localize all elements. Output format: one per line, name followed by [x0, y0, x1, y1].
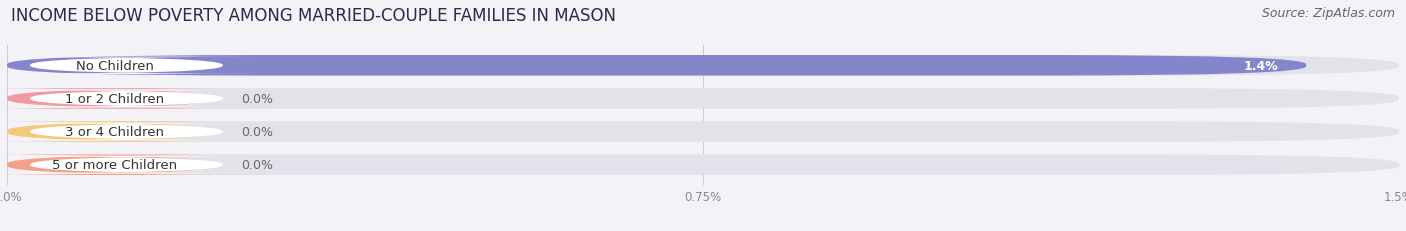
Text: INCOME BELOW POVERTY AMONG MARRIED-COUPLE FAMILIES IN MASON: INCOME BELOW POVERTY AMONG MARRIED-COUPL…: [11, 7, 616, 25]
Text: 0.0%: 0.0%: [242, 158, 273, 171]
FancyBboxPatch shape: [0, 90, 262, 108]
FancyBboxPatch shape: [7, 56, 1306, 76]
Text: 1 or 2 Children: 1 or 2 Children: [65, 93, 165, 106]
FancyBboxPatch shape: [0, 89, 266, 109]
FancyBboxPatch shape: [7, 89, 1399, 109]
FancyBboxPatch shape: [0, 155, 266, 175]
FancyBboxPatch shape: [0, 122, 266, 142]
Text: 3 or 4 Children: 3 or 4 Children: [66, 125, 165, 138]
FancyBboxPatch shape: [7, 155, 1399, 175]
FancyBboxPatch shape: [0, 123, 262, 141]
Text: 5 or more Children: 5 or more Children: [52, 158, 177, 171]
FancyBboxPatch shape: [0, 58, 262, 75]
FancyBboxPatch shape: [0, 156, 262, 173]
Text: 0.0%: 0.0%: [242, 93, 273, 106]
Text: Source: ZipAtlas.com: Source: ZipAtlas.com: [1261, 7, 1395, 20]
Text: No Children: No Children: [76, 60, 153, 73]
Text: 0.0%: 0.0%: [242, 125, 273, 138]
FancyBboxPatch shape: [7, 122, 1399, 142]
FancyBboxPatch shape: [7, 56, 1399, 76]
Text: 1.4%: 1.4%: [1243, 60, 1278, 73]
